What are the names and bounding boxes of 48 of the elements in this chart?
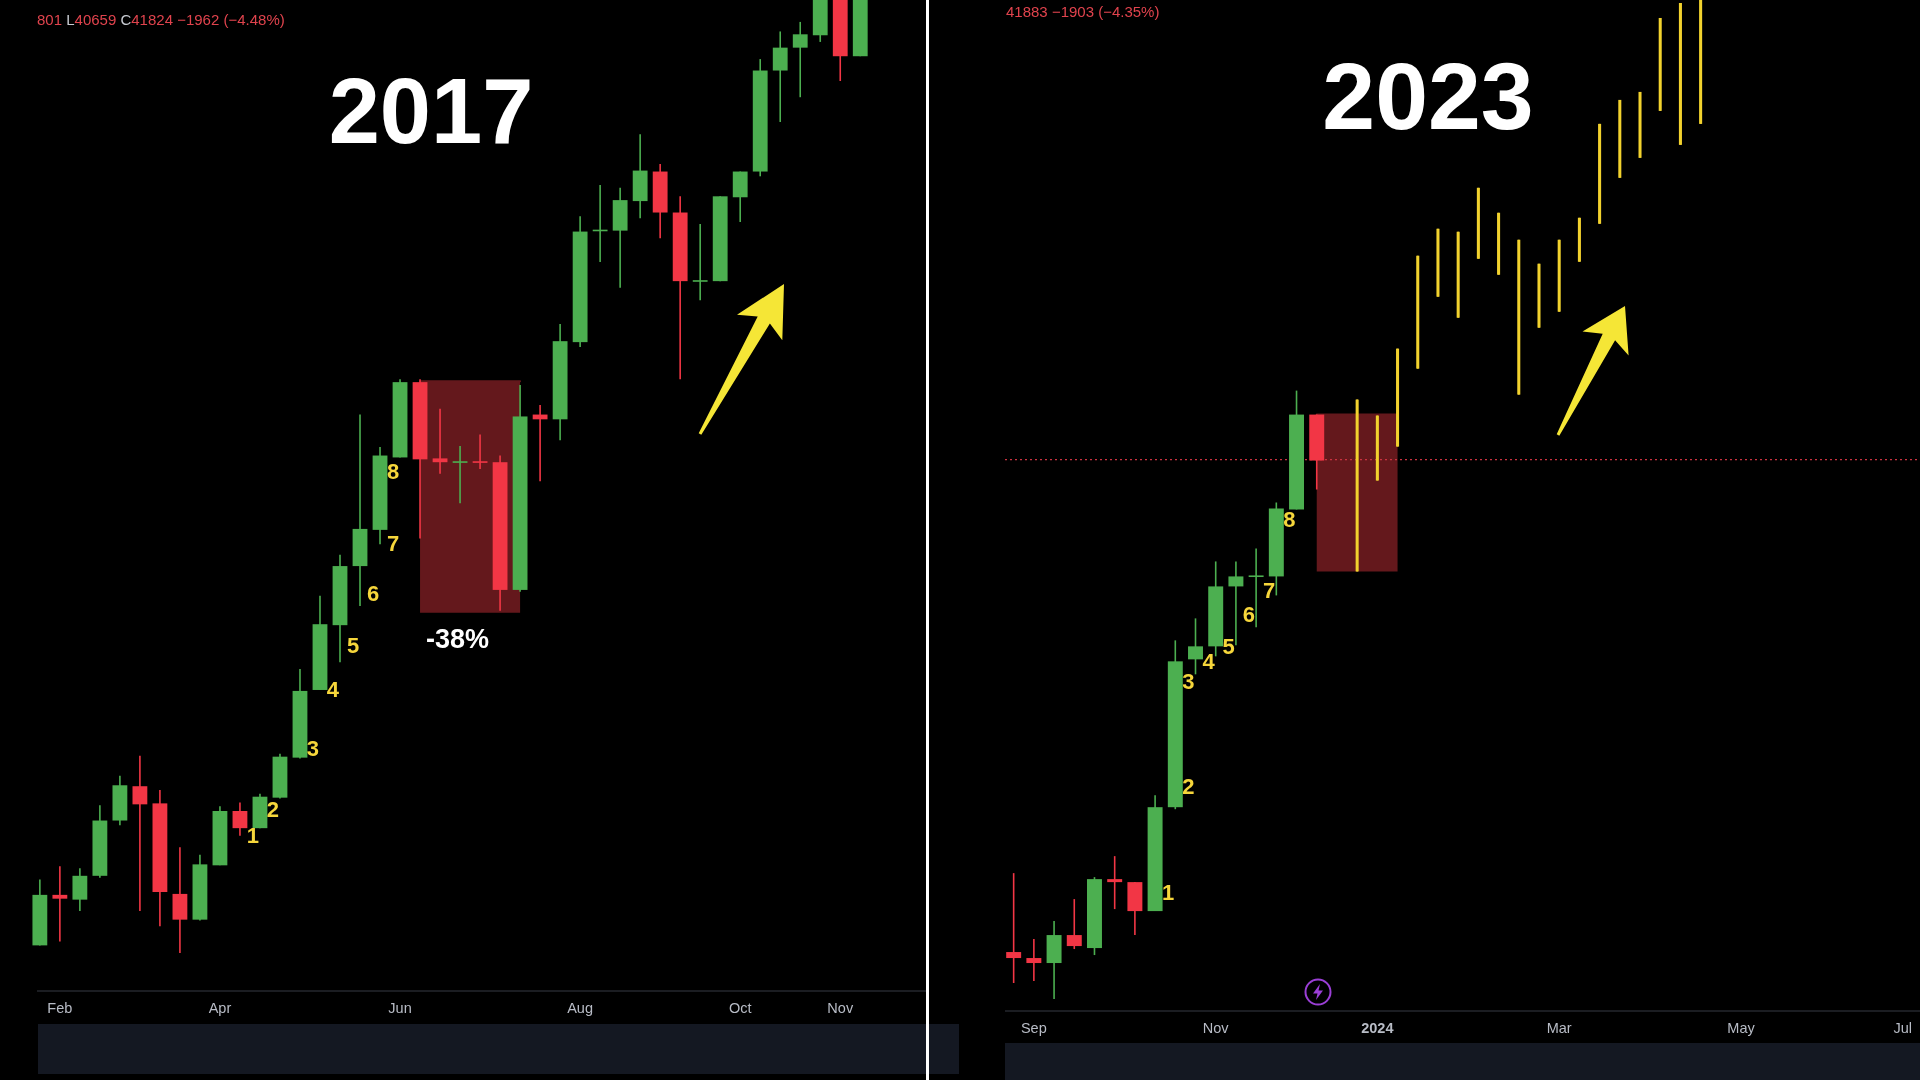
annotation: 4 bbox=[1202, 648, 1216, 674]
annotation: 7 bbox=[386, 530, 400, 556]
text: -38% bbox=[426, 623, 490, 654]
candlestick bbox=[692, 223, 708, 301]
annotation: 5 bbox=[1222, 633, 1235, 659]
annotation: 1 bbox=[1161, 879, 1175, 905]
text: 2023 bbox=[1322, 43, 1534, 149]
annotation: 8 bbox=[386, 459, 400, 485]
candlestick bbox=[232, 801, 248, 837]
candlestick bbox=[132, 754, 148, 912]
candlestick bbox=[792, 21, 808, 99]
x-tick-label: Mar bbox=[1546, 1020, 1572, 1036]
x-tick-label: Sep bbox=[1020, 1020, 1047, 1036]
x-tick-label: Oct bbox=[728, 1000, 752, 1016]
annotation: 801 L40659 C41824 −1962 (−4.48%) bbox=[37, 11, 285, 28]
annotation: 1 bbox=[246, 823, 260, 849]
annotation: 6 bbox=[1242, 601, 1256, 627]
x-tick-label: Jun bbox=[388, 1000, 412, 1016]
candlestick bbox=[1026, 938, 1042, 982]
annotation: 2 bbox=[266, 796, 280, 822]
candlestick bbox=[1006, 872, 1022, 984]
candlestick bbox=[72, 867, 88, 912]
annotation: 41883 −1903 (−4.35%) bbox=[1006, 3, 1160, 20]
candlestick bbox=[452, 445, 468, 504]
x-tick-label: Aug bbox=[567, 1000, 594, 1016]
x-tick-label: Feb bbox=[47, 1000, 73, 1016]
text: 2017 bbox=[328, 60, 534, 162]
candlestick bbox=[432, 408, 448, 475]
annotation: 6 bbox=[366, 581, 380, 607]
candlestick bbox=[1107, 855, 1123, 910]
annotation: 7 bbox=[1262, 577, 1276, 603]
candlestick bbox=[1066, 898, 1082, 950]
annotation: 3 bbox=[1182, 668, 1195, 694]
x-tick-label: Jul bbox=[1893, 1020, 1912, 1036]
x-tick-label: Nov bbox=[1202, 1020, 1230, 1036]
candlestick bbox=[1188, 617, 1203, 676]
annotation: 8 bbox=[1283, 506, 1296, 532]
annotation: 3 bbox=[306, 735, 320, 761]
x-tick-label: May bbox=[1727, 1020, 1756, 1036]
annotation: 2 bbox=[1182, 773, 1195, 799]
x-tick-label: 2024 bbox=[1361, 1020, 1394, 1036]
annotation: 5 bbox=[346, 632, 360, 658]
candlestick bbox=[52, 865, 68, 943]
annotation: 4 bbox=[326, 677, 340, 703]
candlestick bbox=[472, 433, 488, 470]
candlestick bbox=[772, 30, 788, 123]
x-tick-label: Apr bbox=[208, 1000, 232, 1016]
x-tick-label: Nov bbox=[827, 1000, 854, 1016]
